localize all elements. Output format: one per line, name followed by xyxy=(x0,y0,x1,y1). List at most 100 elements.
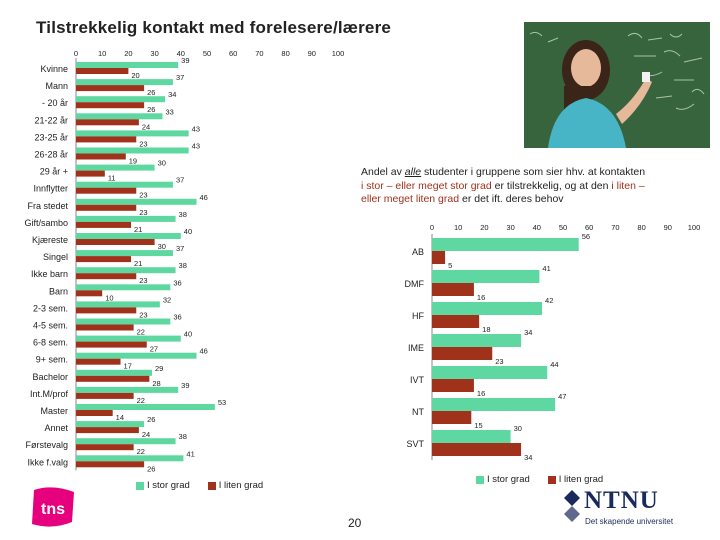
bar-stor-annet xyxy=(76,421,145,428)
bar-stor-hf xyxy=(432,302,543,315)
value-label-liten-23-25-år: 23 xyxy=(139,139,147,148)
page-number: 20 xyxy=(348,516,362,530)
x-tick-label: 60 xyxy=(229,49,237,58)
bar-liten-gift-sambo xyxy=(76,221,132,228)
right-chart-legend: I stor grad I liten grad xyxy=(476,474,603,485)
bar-stor-svt xyxy=(432,430,511,443)
bar-liten-9-sem xyxy=(76,358,121,365)
bar-stor-innflytter xyxy=(76,181,173,188)
x-tick-label: 40 xyxy=(177,49,185,58)
value-label-liten-29-år: 11 xyxy=(108,174,116,183)
legend-swatch-green-right xyxy=(476,475,484,484)
bar-liten-nt xyxy=(432,411,472,424)
bar-stor-20-år xyxy=(76,96,166,103)
bar-liten-ivt xyxy=(432,379,474,392)
category-label-9-sem: 9+ sem. xyxy=(36,355,68,365)
x-tick-label: 90 xyxy=(308,49,316,58)
bar-stor-ime xyxy=(432,334,522,347)
tns-logo: tns xyxy=(30,486,76,528)
bar-liten-2-3-sem xyxy=(76,307,137,314)
x-tick-label: 0 xyxy=(74,49,78,58)
value-label-stor-ime: 34 xyxy=(524,328,532,337)
category-label-20-år: - 20 år xyxy=(42,98,68,108)
bar-liten-kvinne xyxy=(76,68,129,74)
tns-logo-text: tns xyxy=(41,501,65,518)
category-label-23-25-år: 23-25 år xyxy=(34,132,68,142)
value-label-stor-barn: 36 xyxy=(173,278,181,287)
value-label-liten-ab: 5 xyxy=(448,261,452,270)
value-label-stor-4-5-sem: 36 xyxy=(173,313,181,322)
value-label-liten-dmf: 16 xyxy=(477,293,485,302)
x-tick-label: 0 xyxy=(430,223,434,232)
bar-stor-26-28-år xyxy=(76,147,189,154)
bar-stor-singel xyxy=(76,250,173,257)
value-label-liten-21-22-år: 24 xyxy=(142,122,150,131)
category-label-barn: Barn xyxy=(49,286,68,296)
bar-stor-2-3-sem xyxy=(76,301,160,308)
category-label-kjæreste: Kjæreste xyxy=(32,235,68,245)
bar-stor-bachelor xyxy=(76,369,152,376)
value-label-liten-kjæreste: 30 xyxy=(158,242,166,251)
value-label-stor-innflytter: 37 xyxy=(176,176,184,185)
value-label-liten-2-3-sem: 23 xyxy=(139,310,147,319)
bar-liten-6-8-sem xyxy=(76,341,147,348)
bar-stor-gift-sambo xyxy=(76,215,176,222)
category-label-hf: HF xyxy=(412,311,424,321)
bar-stor-4-5-sem xyxy=(76,318,171,325)
value-label-liten-singel: 21 xyxy=(134,259,142,268)
bar-liten-26-28-år xyxy=(76,153,126,160)
value-label-stor-nt: 47 xyxy=(558,392,566,401)
bar-liten-20-år xyxy=(76,102,145,109)
value-label-stor-svt: 30 xyxy=(514,424,522,433)
bar-liten-29-år xyxy=(76,170,105,177)
legend-label-stor-right: I stor grad xyxy=(487,474,530,485)
value-label-stor-6-8-sem: 40 xyxy=(184,330,192,339)
bar-liten-annet xyxy=(76,427,139,434)
category-label-kvinne: Kvinne xyxy=(40,64,68,74)
value-label-liten-26-28-år: 19 xyxy=(129,157,137,166)
value-label-stor-ab: 56 xyxy=(582,232,590,241)
category-label-innflytter: Innflytter xyxy=(33,184,68,194)
value-label-stor-fra-stedet: 46 xyxy=(200,193,208,202)
value-label-liten-annet: 24 xyxy=(142,430,150,439)
bar-stor-master xyxy=(76,404,215,410)
x-tick-label: 30 xyxy=(506,223,514,232)
value-label-liten-svt: 34 xyxy=(524,453,532,462)
bar-liten-int-m-prof xyxy=(76,392,134,399)
value-label-liten-kvinne: 20 xyxy=(131,71,139,80)
value-label-liten-innflytter: 23 xyxy=(139,191,147,200)
value-label-stor-kjæreste: 40 xyxy=(184,227,192,236)
bar-liten-mann xyxy=(76,85,145,92)
bar-liten-4-5-sem xyxy=(76,324,134,331)
value-label-stor-master: 53 xyxy=(218,398,226,407)
legend-item-stor: I stor grad xyxy=(136,480,190,491)
bar-stor-dmf xyxy=(432,270,540,283)
x-tick-label: 30 xyxy=(150,49,158,58)
category-label-singel: Singel xyxy=(43,252,68,262)
value-label-stor-29-år: 30 xyxy=(158,159,166,168)
value-label-liten-barn: 10 xyxy=(105,293,113,302)
x-tick-label: 70 xyxy=(255,49,263,58)
value-label-liten-9-sem: 17 xyxy=(124,362,132,371)
category-label-ime: IME xyxy=(408,343,424,353)
bar-stor-23-25-år xyxy=(76,130,189,137)
value-label-liten-4-5-sem: 22 xyxy=(137,328,145,337)
x-tick-label: 50 xyxy=(559,223,567,232)
right-chart-caption: Andel av alle studenter i gruppene som s… xyxy=(361,166,646,205)
bar-stor-ikke-f-valg xyxy=(76,455,184,462)
legend-item-stor-right: I stor grad xyxy=(476,474,530,485)
value-label-stor-int-m-prof: 39 xyxy=(181,381,189,390)
value-label-stor-23-25-år: 43 xyxy=(192,124,200,133)
category-label-bachelor: Bachelor xyxy=(32,372,68,382)
category-label-nt: NT xyxy=(412,407,424,417)
value-label-stor-26-28-år: 43 xyxy=(192,142,200,151)
category-label-ikke-barn: Ikke barn xyxy=(31,269,68,279)
student-at-blackboard-photo xyxy=(524,22,710,148)
bar-stor-ab xyxy=(432,238,579,251)
bar-liten-bachelor xyxy=(76,375,150,382)
category-label-dmf: DMF xyxy=(405,279,425,289)
value-label-stor-ivt: 44 xyxy=(550,360,558,369)
legend-item-liten-right: I liten grad xyxy=(547,474,604,485)
bar-stor-barn xyxy=(76,284,171,291)
legend-label-liten-right: I liten grad xyxy=(558,474,604,485)
